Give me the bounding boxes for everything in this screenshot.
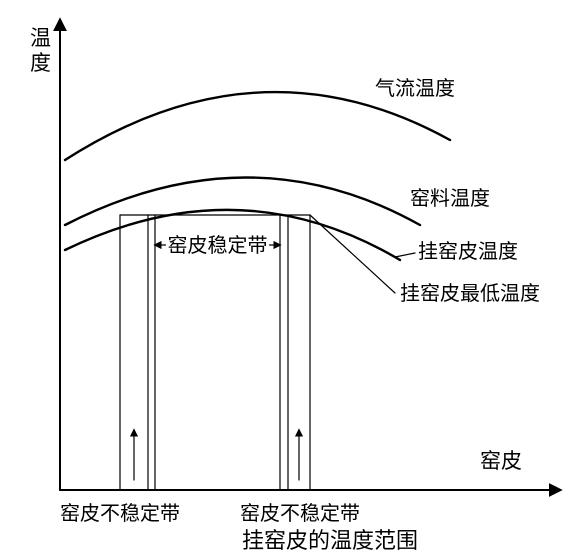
label-gas-temp: 气流温度 <box>375 77 455 100</box>
unstable-right-label: 窑皮不稳定带 <box>240 502 360 525</box>
diagram: 温 度 窑皮 窑皮稳定带 气流温度 窑料温度 挂窑皮温度 挂窑皮最低温度 窑皮不… <box>0 0 580 551</box>
label-material-temp: 窑料温度 <box>410 187 490 210</box>
y-axis-label-2: 度 <box>30 51 51 75</box>
label-min-coating: 挂窑皮最低温度 <box>400 282 540 305</box>
curve-material-temp <box>65 178 420 226</box>
label-coating-temp: 挂窑皮温度 <box>418 240 518 263</box>
leader-min-coating <box>310 215 395 293</box>
curve-gas-temp <box>65 92 450 160</box>
leader-coating-temp <box>395 253 415 257</box>
x-axis-label: 窑皮 <box>480 449 522 473</box>
stable-zone: 窑皮稳定带 <box>155 215 280 490</box>
y-axis-label-1: 温 <box>30 26 51 50</box>
figure-caption: 挂窑皮的温度范围 <box>242 528 418 551</box>
unstable-left-label: 窑皮不稳定带 <box>60 502 180 525</box>
stable-zone-label: 窑皮稳定带 <box>168 234 268 257</box>
